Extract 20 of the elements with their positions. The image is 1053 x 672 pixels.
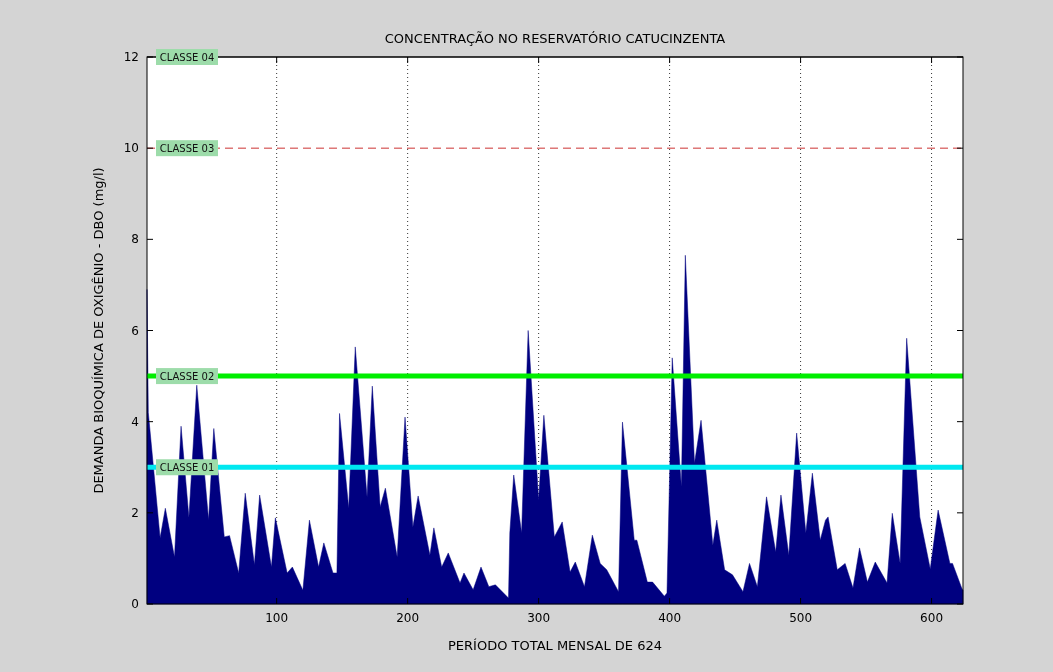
x-tick-label: 200 xyxy=(396,611,420,625)
y-tick-label: 6 xyxy=(131,323,139,338)
y-axis-title: DEMANDA BIOQUÍMICA DE OXIGÊNIO - DBO (mg/l) xyxy=(91,167,106,494)
y-tick-label: 8 xyxy=(131,232,139,247)
ref-line-label: CLASSE 03 xyxy=(159,143,215,155)
ref-line-label: CLASSE 01 xyxy=(159,462,215,474)
ref-line-label: CLASSE 02 xyxy=(159,371,215,383)
x-tick-label: 300 xyxy=(527,611,551,625)
chart-title: CONCENTRAÇÃO NO RESERVATÓRIO CATUCINZENTA xyxy=(384,31,726,46)
x-tick-label: 500 xyxy=(789,611,813,625)
y-tick-label: 10 xyxy=(123,141,139,156)
y-tick-label: 0 xyxy=(131,597,139,611)
x-axis-title: PERÍODO TOTAL MENSAL DE 624 xyxy=(448,638,662,653)
y-tick-label: 12 xyxy=(123,50,139,64)
x-tick-label: 100 xyxy=(265,611,289,625)
y-tick-label: 4 xyxy=(131,414,139,429)
ref-line-label: CLASSE 04 xyxy=(159,52,215,63)
y-tick-label: 2 xyxy=(131,505,139,520)
x-tick-label: 600 xyxy=(920,611,944,625)
x-tick-label: 400 xyxy=(658,611,682,625)
